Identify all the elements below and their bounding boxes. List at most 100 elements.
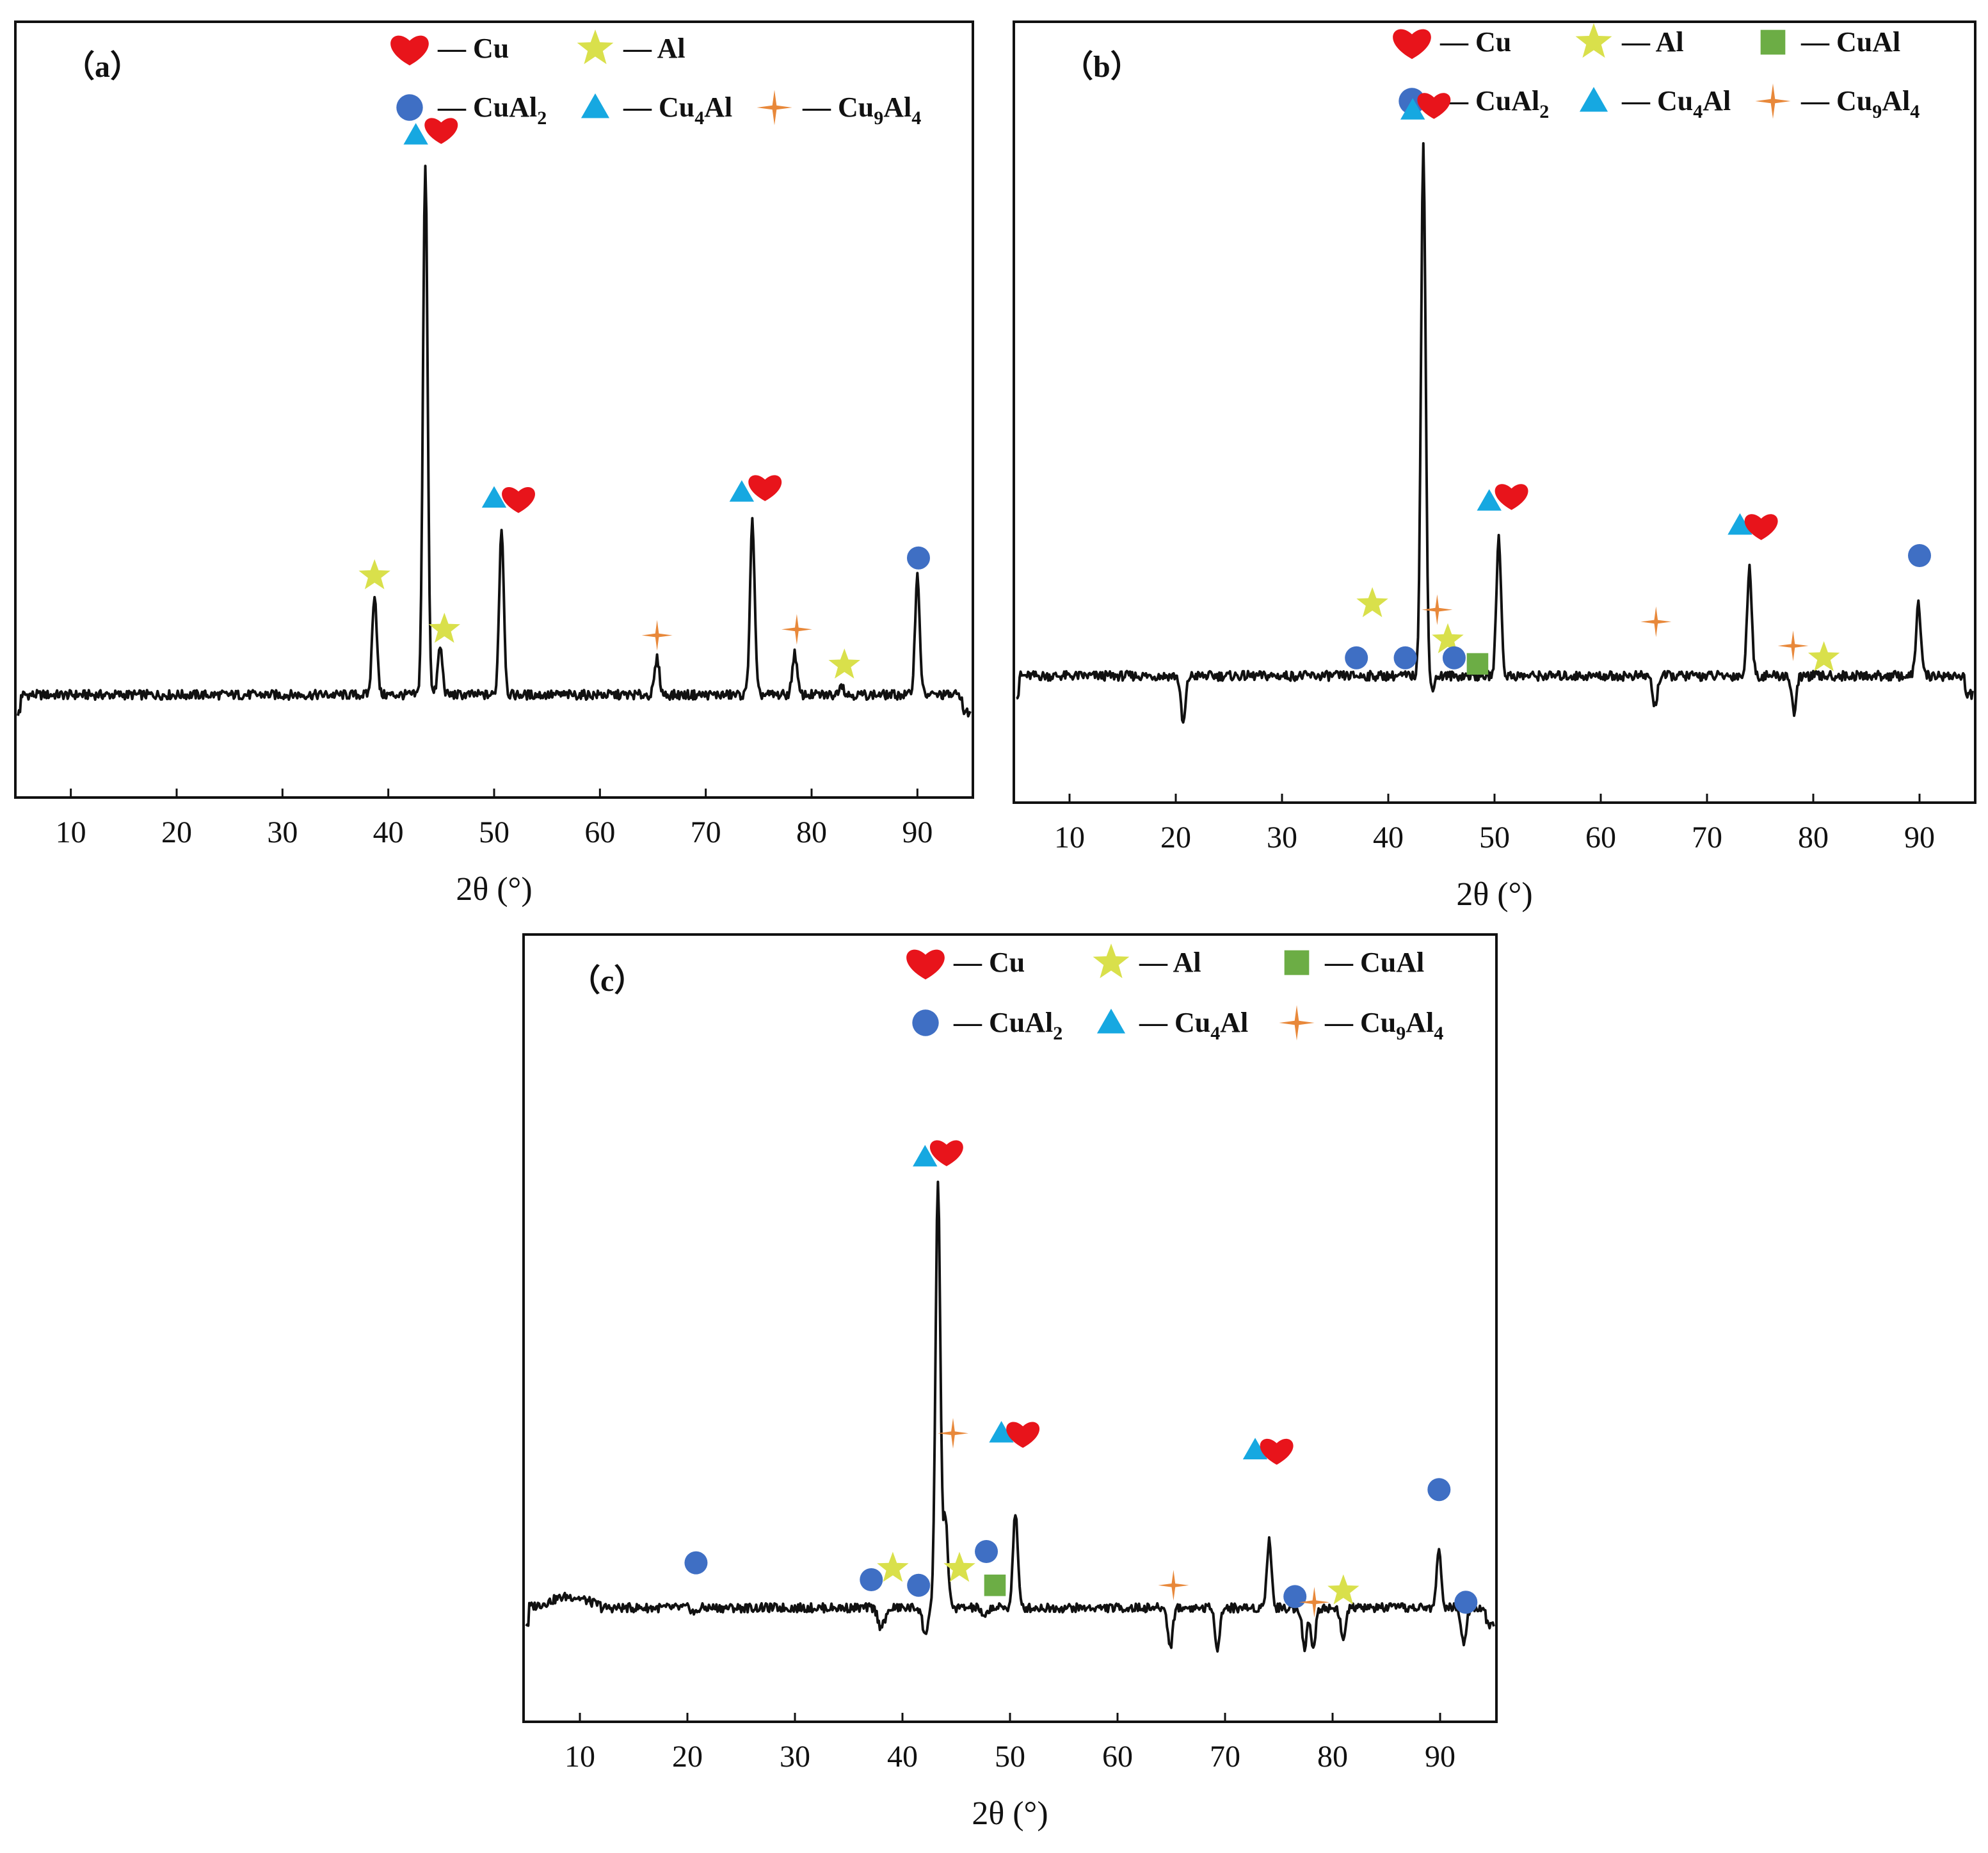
legend-label: — CuAl — [1324, 947, 1424, 978]
peak-marker-square-icon — [1466, 653, 1489, 675]
plot-frame — [14, 20, 974, 799]
legend-label: — CuAl2 — [953, 1007, 1062, 1044]
x-tick-label: 30 — [780, 1740, 810, 1774]
legend-label: — Cu9Al4 — [802, 92, 921, 129]
legend-label: — CuAl2 — [437, 92, 547, 129]
peak-marker-star-icon — [1356, 587, 1388, 618]
peak-marker-triangle-icon — [913, 1144, 938, 1167]
peak-marker-heart-icon — [929, 1140, 963, 1166]
peak-marker-circle-icon — [1427, 1478, 1451, 1502]
peak-marker-heart-icon — [1744, 514, 1778, 540]
legend-subscript: 2 — [1539, 101, 1549, 122]
legend-subscript: 9 — [1872, 101, 1882, 122]
legend-triangle-icon — [1579, 86, 1608, 112]
peak-marker-star-icon — [1327, 1574, 1359, 1605]
peak-marker-circle-icon — [906, 546, 930, 570]
legend: — Cu — Al — CuAl— CuAl2— Cu4Al — Cu9Al4 — [906, 943, 1443, 1044]
legend-label: — Cu4Al — [1621, 85, 1731, 122]
x-tick-label: 20 — [672, 1740, 703, 1774]
legend-label-main: — Cu — [1139, 1007, 1210, 1038]
legend-label: — Cu — [953, 947, 1025, 978]
legend-circle-icon — [396, 94, 423, 121]
peak-marker-triangle-icon — [729, 480, 755, 502]
peak-marker-four-point-star-icon — [1299, 1587, 1330, 1618]
x-tick-label: 90 — [1904, 821, 1935, 854]
legend-label-main: — CuAl — [1324, 947, 1424, 978]
peak-marker-heart-icon — [1417, 93, 1451, 119]
x-tick-label: 90 — [1425, 1740, 1455, 1774]
legend-four-point-star-icon — [1279, 1005, 1315, 1041]
legend-heart-icon — [906, 949, 945, 980]
x-tick-label: 80 — [1798, 821, 1829, 854]
legend-label-main: — Al — [1139, 947, 1201, 978]
peak-marker-star-icon — [1808, 641, 1840, 671]
peak-marker-heart-icon — [1495, 484, 1528, 510]
x-tick-label: 50 — [479, 815, 509, 849]
peak-marker-triangle-icon — [1727, 513, 1752, 535]
legend-label: — Cu9Al4 — [1800, 85, 1920, 122]
legend-label: — Cu — [437, 33, 509, 64]
legend-suffix: Al — [1406, 1007, 1434, 1038]
legend-subscript: 9 — [1396, 1023, 1406, 1044]
peak-marker-circle-icon — [1393, 646, 1417, 670]
x-tick-label: 60 — [584, 815, 615, 849]
peak-markers — [684, 1140, 1478, 1618]
legend-subscript: 2 — [1053, 1023, 1062, 1044]
legend-subscript: 4 — [1693, 101, 1703, 122]
legend-label-main: — Cu — [1324, 1007, 1396, 1038]
legend-label: — Cu4Al — [1139, 1007, 1248, 1044]
peak-marker-circle-icon — [684, 1551, 708, 1575]
peak-marker-four-point-star-icon — [1777, 630, 1809, 661]
legend: — Cu — Al — CuAl— CuAl2— Cu4Al — Cu9Al4 — [1393, 23, 1920, 122]
panel-label: （b） — [1062, 50, 1141, 84]
x-tick-label: 10 — [1054, 821, 1085, 854]
peak-marker-four-point-star-icon — [641, 620, 673, 651]
x-tick-label: 90 — [902, 815, 933, 849]
peak-marker-triangle-icon — [481, 486, 507, 508]
peak-marker-star-icon — [1432, 623, 1464, 654]
peak-marker-circle-icon — [1442, 646, 1466, 670]
legend: — Cu — Al— CuAl2— Cu4Al — Cu9Al4 — [390, 29, 921, 129]
peak-marker-star-icon — [358, 559, 390, 590]
legend-label: — Cu — [1439, 26, 1511, 58]
legend-triangle-icon — [581, 93, 610, 118]
legend-subscript: 4 — [694, 108, 704, 129]
peak-marker-four-point-star-icon — [781, 614, 812, 645]
legend-label: — Cu4Al — [623, 92, 732, 129]
peak-marker-star-icon — [943, 1552, 975, 1582]
peak-marker-circle-icon — [1454, 1591, 1478, 1614]
legend-suffix: Al — [883, 92, 911, 123]
plot-frame — [1013, 20, 1976, 804]
legend-four-point-star-icon — [757, 90, 792, 125]
peak-marker-heart-icon — [1006, 1422, 1040, 1448]
peak-marker-circle-icon — [907, 1573, 931, 1597]
x-tick-label: 30 — [267, 815, 298, 849]
legend-label-main: — Cu — [1621, 85, 1693, 116]
legend-label: — CuAl — [1800, 26, 1900, 58]
legend-star-icon — [1093, 943, 1130, 979]
peak-marker-circle-icon — [1908, 544, 1931, 567]
peak-markers — [358, 118, 930, 679]
peak-marker-triangle-icon — [1400, 98, 1425, 120]
x-axis-label: 2θ (°) — [1456, 876, 1532, 913]
peak-marker-heart-icon — [1260, 1438, 1294, 1465]
panel-label: （c） — [570, 964, 645, 998]
xrd-trace — [17, 164, 972, 718]
peak-marker-triangle-icon — [403, 123, 428, 145]
x-tick-label: 20 — [1160, 821, 1191, 854]
x-tick-label: 30 — [1267, 821, 1297, 854]
x-tick-label: 50 — [1479, 821, 1510, 854]
peak-marker-four-point-star-icon — [1422, 594, 1453, 625]
peak-marker-star-icon — [828, 648, 860, 679]
legend-label-main: — Al — [1621, 26, 1684, 58]
peak-marker-square-icon — [984, 1575, 1006, 1596]
legend-triangle-icon — [1096, 1008, 1126, 1034]
peak-marker-circle-icon — [1283, 1585, 1307, 1608]
peak-marker-circle-icon — [1345, 646, 1368, 670]
legend-subscript: 4 — [1210, 1023, 1220, 1044]
x-tick-label: 40 — [887, 1740, 918, 1774]
legend-star-icon — [577, 29, 614, 65]
legend-suffix: Al — [1220, 1007, 1248, 1038]
legend-label-main: — Cu — [437, 33, 509, 64]
